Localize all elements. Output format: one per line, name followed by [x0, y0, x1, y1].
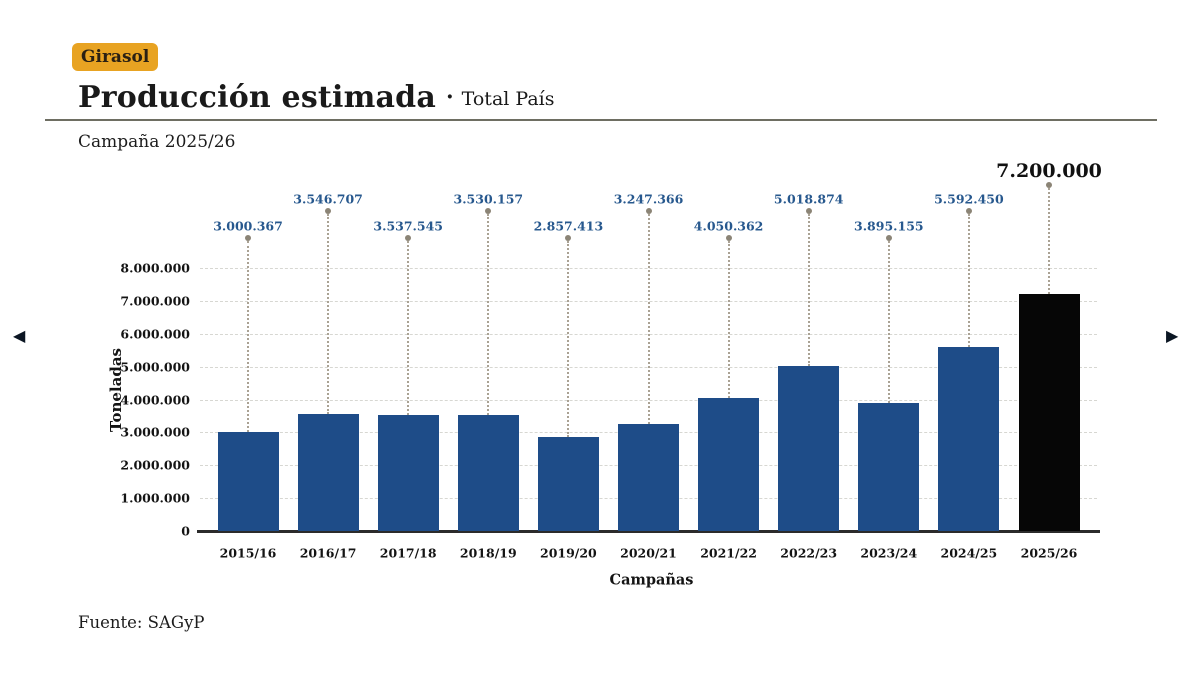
y-axis-tick-label: 4.000.000 — [120, 392, 190, 407]
bar — [618, 424, 679, 531]
y-axis-tick-label: 2.000.000 — [120, 457, 190, 473]
x-axis-line — [197, 530, 1100, 533]
value-leader-dot — [965, 208, 972, 214]
value-leader-line — [487, 214, 490, 415]
value-leader-dot — [565, 235, 572, 241]
bar — [377, 414, 439, 531]
carousel-prev-icon[interactable]: ◀ — [13, 326, 26, 345]
x-axis-tick-label: 2024/25 — [940, 545, 998, 561]
x-axis-tick-label: 2021/22 — [700, 545, 757, 561]
value-leader-dot — [725, 235, 732, 241]
value-leader-line — [1048, 188, 1050, 295]
y-axis-tick-label: 7.000.000 — [120, 293, 190, 309]
title-divider — [45, 119, 1157, 121]
bar — [698, 397, 760, 531]
y-axis-tick-label: 1.000.000 — [120, 490, 190, 506]
x-axis-tick-label: 2020/21 — [620, 545, 677, 561]
campaign-subtitle: Campaña 2025/26 — [78, 132, 236, 152]
x-axis-title: Campañas — [609, 571, 694, 589]
bar-value-label: 3.537.545 — [373, 218, 443, 234]
bar — [457, 414, 519, 531]
y-axis-tick-label: 5.000.000 — [120, 359, 190, 375]
value-leader-line — [327, 214, 330, 415]
page-title: Producción estimada — [78, 80, 436, 115]
bar — [858, 402, 920, 531]
y-axis-tick-label: 6.000.000 — [120, 326, 190, 342]
value-leader-line — [727, 241, 730, 398]
bar — [938, 347, 1000, 531]
bar-value-label: 7.200.000 — [996, 160, 1102, 182]
x-axis-tick-label: 2017/18 — [379, 545, 437, 561]
value-leader-dot — [245, 235, 251, 241]
bar-value-label: 3.530.157 — [453, 191, 524, 207]
title-separator-dot: · — [446, 84, 454, 110]
y-axis-tick-label: 3.000.000 — [120, 424, 190, 440]
bar-value-label: 2.857.413 — [533, 218, 604, 234]
x-axis-tick-label: 2018/19 — [459, 545, 517, 561]
title-scope: Total País — [461, 88, 555, 110]
bar — [1018, 294, 1080, 531]
bar-value-label: 3.546.707 — [293, 191, 363, 207]
bar-value-label: 4.050.362 — [693, 218, 764, 234]
value-leader-dot — [645, 208, 652, 214]
bar-value-label: 5.592.450 — [934, 191, 1004, 207]
value-leader-line — [647, 214, 650, 425]
y-axis-tick-label: 0 — [181, 523, 190, 539]
bar-value-label: 5.018.874 — [773, 191, 844, 207]
x-axis-tick-label: 2016/17 — [299, 545, 357, 561]
bar — [297, 414, 359, 531]
source-note: Fuente: SAGyP — [78, 613, 205, 632]
bar-value-label: 3.000.367 — [213, 218, 283, 234]
value-leader-dot — [325, 208, 332, 214]
bar — [778, 366, 840, 531]
x-axis-tick-label: 2015/16 — [219, 545, 277, 561]
carousel-next-icon[interactable]: ▶ — [1166, 326, 1179, 345]
x-axis-tick-label: 2022/23 — [780, 545, 838, 561]
value-leader-line — [807, 214, 810, 366]
y-axis-tick-label: 8.000.000 — [120, 260, 190, 276]
value-leader-line — [887, 241, 890, 403]
value-leader-dot — [885, 235, 892, 241]
value-leader-dot — [1046, 182, 1052, 188]
value-leader-line — [567, 241, 570, 438]
x-axis-tick-label: 2019/20 — [540, 545, 597, 561]
chart-title-row: Producción estimada · Total País — [78, 80, 554, 115]
bar — [537, 437, 599, 531]
bar — [217, 432, 279, 531]
commodity-badge: Girasol — [72, 43, 159, 71]
value-leader-line — [247, 241, 249, 433]
x-axis-tick-label: 2025/26 — [1020, 545, 1078, 561]
value-leader-dot — [805, 208, 812, 214]
bar-value-label: 3.247.366 — [613, 191, 684, 207]
value-leader-line — [967, 214, 970, 348]
x-axis-tick-label: 2023/24 — [860, 545, 918, 561]
value-leader-line — [407, 241, 410, 415]
value-leader-dot — [405, 235, 412, 241]
value-leader-dot — [485, 208, 492, 214]
y-axis-title: Toneladas — [107, 348, 125, 432]
bar-value-label: 3.895.155 — [854, 218, 924, 234]
